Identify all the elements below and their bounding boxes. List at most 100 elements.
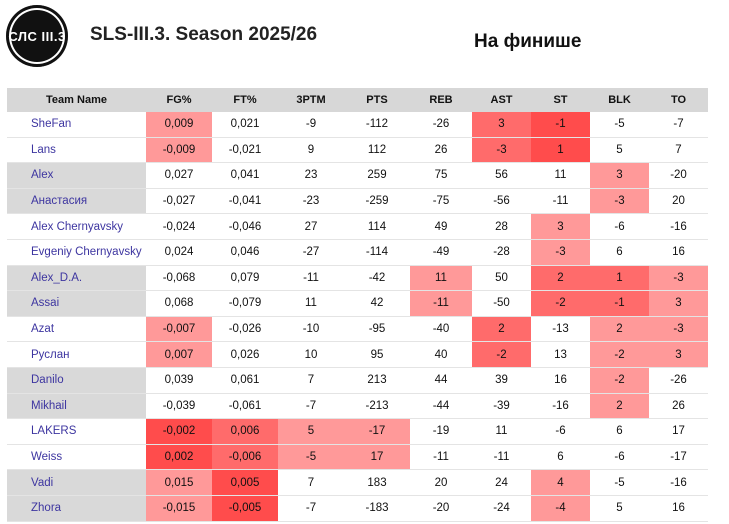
stat-cell-fg: -0,024 xyxy=(146,213,212,240)
team-name-cell[interactable]: Evgeniy Chernyavsky xyxy=(7,239,146,266)
col-header-pts: PTS xyxy=(344,88,410,112)
stat-cell-to: -16 xyxy=(649,469,708,496)
team-name-cell[interactable]: Danilo xyxy=(7,367,146,394)
table-row: Руслан 0,007 0,026 10 95 40 -2 13 -2 3 xyxy=(7,341,708,368)
table-row: Alex_D.A. -0,068 0,079 -11 -42 11 50 2 1 -3 xyxy=(7,265,708,292)
stat-cell-fg: 0,009 xyxy=(146,112,212,138)
matchup-table: Team Name FG% FT% 3PTM PTS REB AST ST BL… xyxy=(7,88,708,522)
stat-cell-ft: -0,061 xyxy=(212,393,278,420)
stat-cell-st: -6 xyxy=(531,418,590,445)
stat-cell-pts: -114 xyxy=(344,239,410,266)
stat-cell-fg: 0,015 xyxy=(146,469,212,496)
col-header-ast: AST xyxy=(472,88,531,112)
stat-cell-pts: 112 xyxy=(344,137,410,164)
stat-cell-to: 16 xyxy=(649,239,708,266)
col-header-blk: BLK xyxy=(590,88,649,112)
stat-cell-to: -3 xyxy=(649,316,708,343)
stat-cell-reb: 26 xyxy=(410,137,472,164)
stat-cell-ft: 0,026 xyxy=(212,341,278,368)
team-name-cell[interactable]: Alex xyxy=(7,162,146,189)
stat-cell-to: 17 xyxy=(649,418,708,445)
team-name-cell[interactable]: Vadi xyxy=(7,469,146,496)
team-name-cell[interactable]: Lans xyxy=(7,137,146,164)
stat-cell-blk: 3 xyxy=(590,162,649,189)
stat-cell-reb: 11 xyxy=(410,265,472,292)
team-name-cell[interactable]: Weiss xyxy=(7,444,146,471)
team-name-cell[interactable]: Alex_D.A. xyxy=(7,265,146,292)
stat-cell-ast: -56 xyxy=(472,188,531,215)
team-name-cell[interactable]: Azat xyxy=(7,316,146,343)
stat-cell-blk: -6 xyxy=(590,444,649,471)
team-name-cell[interactable]: Alex Chernyavsky xyxy=(7,213,146,240)
stat-cell-pts: -95 xyxy=(344,316,410,343)
stat-cell-st: -11 xyxy=(531,188,590,215)
team-name-cell[interactable]: Zhora xyxy=(7,495,146,522)
stat-cell-blk: -3 xyxy=(590,188,649,215)
stat-cell-fg: 0,024 xyxy=(146,239,212,266)
stat-cell-ft: 0,041 xyxy=(212,162,278,189)
col-header-team: Team Name xyxy=(7,88,146,112)
stat-cell-pts: -183 xyxy=(344,495,410,522)
col-header-3ptm: 3PTM xyxy=(278,88,344,112)
stat-cell-reb: -11 xyxy=(410,290,472,317)
stat-cell-3ptm: -5 xyxy=(278,444,344,471)
stat-cell-reb: -75 xyxy=(410,188,472,215)
stat-cell-3ptm: -10 xyxy=(278,316,344,343)
stat-cell-st: 16 xyxy=(531,367,590,394)
stat-cell-fg: -0,009 xyxy=(146,137,212,164)
stat-cell-3ptm: 11 xyxy=(278,290,344,317)
stat-cell-blk: -5 xyxy=(590,112,649,138)
stat-cell-ft: -0,026 xyxy=(212,316,278,343)
team-name-cell[interactable]: Mikhail xyxy=(7,393,146,420)
table-row: Zhora -0,015 -0,005 -7 -183 -20 -24 -4 5 16 xyxy=(7,495,708,522)
stat-cell-ft: 0,021 xyxy=(212,112,278,138)
stat-cell-reb: 20 xyxy=(410,469,472,496)
stat-cell-pts: 183 xyxy=(344,469,410,496)
team-name-cell[interactable]: Руслан xyxy=(7,341,146,368)
team-name-cell[interactable]: Анастасия xyxy=(7,188,146,215)
stat-cell-st: -1 xyxy=(531,112,590,138)
stat-cell-fg: -0,039 xyxy=(146,393,212,420)
table-row: Vadi 0,015 0,005 7 183 20 24 4 -5 -16 xyxy=(7,469,708,496)
table-header-row: Team Name FG% FT% 3PTM PTS REB AST ST BL… xyxy=(7,88,708,112)
stat-cell-3ptm: -27 xyxy=(278,239,344,266)
stat-cell-blk: 2 xyxy=(590,393,649,420)
stat-cell-reb: -44 xyxy=(410,393,472,420)
col-header-reb: REB xyxy=(410,88,472,112)
stat-cell-ast: 2 xyxy=(472,316,531,343)
stat-cell-pts: -213 xyxy=(344,393,410,420)
stat-cell-pts: 114 xyxy=(344,213,410,240)
stat-cell-to: -26 xyxy=(649,367,708,394)
stat-cell-ft: -0,046 xyxy=(212,213,278,240)
stat-cell-3ptm: 23 xyxy=(278,162,344,189)
team-name-cell[interactable]: LAKERS xyxy=(7,418,146,445)
stat-cell-3ptm: -23 xyxy=(278,188,344,215)
stat-cell-ft: 0,079 xyxy=(212,265,278,292)
stat-cell-pts: -17 xyxy=(344,418,410,445)
stat-cell-pts: 42 xyxy=(344,290,410,317)
page-title: SLS-III.3. Season 2025/26 xyxy=(90,24,318,45)
stat-cell-fg: 0,068 xyxy=(146,290,212,317)
stat-cell-ft: -0,021 xyxy=(212,137,278,164)
stat-cell-3ptm: -11 xyxy=(278,265,344,292)
stat-cell-reb: -11 xyxy=(410,444,472,471)
table-row: Weiss 0,002 -0,006 -5 17 -11 -11 6 -6 -17 xyxy=(7,444,708,471)
stat-cell-to: 3 xyxy=(649,290,708,317)
team-name-cell[interactable]: SheFan xyxy=(7,112,146,138)
stat-cell-to: -20 xyxy=(649,162,708,189)
table-row: Alex 0,027 0,041 23 259 75 56 11 3 -20 xyxy=(7,162,708,189)
stat-cell-fg: -0,027 xyxy=(146,188,212,215)
table-row: Evgeniy Chernyavsky 0,024 0,046 -27 -114 -49-… xyxy=(7,239,708,266)
stat-cell-ast: -11 xyxy=(472,444,531,471)
stat-cell-st: 11 xyxy=(531,162,590,189)
stat-cell-to: -7 xyxy=(649,112,708,138)
stat-cell-ast: -39 xyxy=(472,393,531,420)
stat-cell-ft: -0,041 xyxy=(212,188,278,215)
stat-cell-blk: -2 xyxy=(590,367,649,394)
stat-cell-pts: 259 xyxy=(344,162,410,189)
team-name-cell[interactable]: Assai xyxy=(7,290,146,317)
stat-cell-reb: -20 xyxy=(410,495,472,522)
stat-cell-to: 16 xyxy=(649,495,708,522)
stat-cell-ft: 0,046 xyxy=(212,239,278,266)
stat-cell-reb: -40 xyxy=(410,316,472,343)
